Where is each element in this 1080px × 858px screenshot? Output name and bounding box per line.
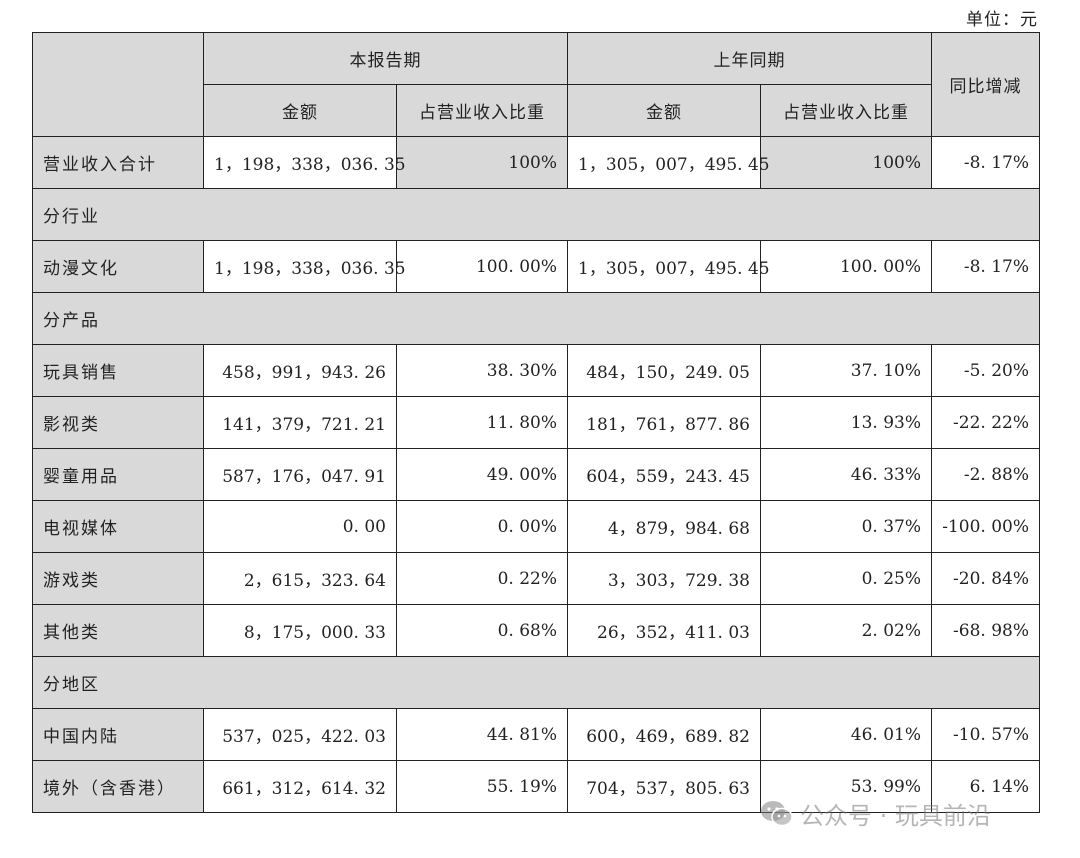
prior-amount-cell: 3，303，729. 38 [567, 552, 761, 605]
table-row: 游戏类 2，615，323. 64 0. 22% 3，303，729. 38 0… [32, 552, 1040, 605]
prior-share-cell: 46. 01% [760, 708, 932, 761]
current-amount-cell: 141，379，721. 21 [203, 396, 397, 449]
prior-amount-cell: 4，879，984. 68 [567, 500, 761, 553]
yoy-change-cell: -20. 84% [931, 552, 1040, 605]
current-share-cell: 0. 22% [396, 552, 568, 605]
yoy-change-cell: -10. 57% [931, 708, 1040, 761]
current-amount-cell: 661，312，614. 32 [203, 760, 397, 813]
row-label: 动漫文化 [32, 240, 204, 293]
table-row: 中国内陆 537，025，422. 03 44. 81% 600，469，689… [32, 708, 1040, 761]
current-amount-cell: 1，198，338，036. 35 [203, 240, 406, 293]
prior-share-cell: 13. 93% [760, 396, 932, 449]
current-amount-cell: 8，175，000. 33 [203, 604, 397, 657]
prior-amount-cell: 181，761，877. 86 [567, 396, 761, 449]
yoy-change-cell: -5. 20% [931, 344, 1040, 397]
current-share-cell: 55. 19% [396, 760, 568, 813]
prior-amount-cell: 484，150，249. 05 [567, 344, 761, 397]
prior-amount-cell: 1，305，007，495. 45 [567, 240, 770, 293]
section-label-region: 分地区 [32, 656, 1040, 709]
prior-amount-cell: 26，352，411. 03 [567, 604, 761, 657]
prior-share-cell: 0. 25% [760, 552, 932, 605]
yoy-change-cell: -2. 88% [931, 448, 1040, 501]
table-row: 玩具销售 458，991，943. 26 38. 30% 484，150，249… [32, 344, 1040, 397]
current-amount-cell: 587，176，047. 91 [203, 448, 397, 501]
prior-share-cell: 0. 37% [760, 500, 932, 553]
header-current-period: 本报告期 [203, 32, 568, 85]
table-row: 动漫文化 1，198，338，036. 35 100. 00% 1，305，00… [32, 240, 1040, 293]
current-share-cell: 38. 30% [396, 344, 568, 397]
table-row: 电视媒体 0. 00 0. 00% 4，879，984. 68 0. 37% -… [32, 500, 1040, 553]
yoy-change-cell: -68. 98% [931, 604, 1040, 657]
yoy-change-cell: -8. 17% [931, 136, 1040, 189]
header-row-1: 本报告期 上年同期 同比增减 [32, 32, 1040, 137]
header-current-amount: 金额 [203, 84, 397, 137]
prior-amount-cell: 704，537，805. 63 [567, 760, 761, 813]
prior-share-cell: 100. 00% [760, 240, 932, 293]
row-label: 境外（含香港） [32, 760, 204, 813]
table-row: 婴童用品 587，176，047. 91 49. 00% 604，559，243… [32, 448, 1040, 501]
current-amount-cell: 1，198，338，036. 35 [203, 136, 406, 189]
current-share-cell: 0. 68% [396, 604, 568, 657]
yoy-change-cell: 6. 14% [931, 760, 1040, 813]
current-amount-cell: 2，615，323. 64 [203, 552, 397, 605]
row-label: 玩具销售 [32, 344, 204, 397]
current-amount-cell: 0. 00 [203, 500, 397, 553]
row-label: 其他类 [32, 604, 204, 657]
row-label: 婴童用品 [32, 448, 204, 501]
header-current-share: 占营业收入比重 [396, 84, 568, 137]
current-share-cell: 44. 81% [396, 708, 568, 761]
section-row-product: 分产品 [32, 292, 1040, 345]
yoy-change-cell: -8. 17% [931, 240, 1040, 293]
prior-amount-cell: 604，559，243. 45 [567, 448, 761, 501]
total-row: 营业收入合计 1，198，338，036. 35 100% 1，305，007，… [32, 136, 1040, 189]
prior-share-cell: 100% [760, 136, 932, 189]
prior-share-cell: 46. 33% [760, 448, 932, 501]
section-row-region: 分地区 [32, 656, 1040, 709]
table-row: 境外（含香港） 661，312，614. 32 55. 19% 704，537，… [32, 760, 1040, 813]
header-blank-cell [32, 32, 204, 137]
header-row-2: 金额 占营业收入比重 金额 占营业收入比重 [33, 84, 1040, 137]
unit-label: 单位：元 [966, 10, 1038, 30]
row-label: 营业收入合计 [32, 136, 204, 189]
row-label: 中国内陆 [32, 708, 204, 761]
yoy-change-cell: -22. 22% [931, 396, 1040, 449]
header-prior-period: 上年同期 [567, 32, 932, 85]
row-label: 影视类 [32, 396, 204, 449]
current-share-cell: 0. 00% [396, 500, 568, 553]
table-row: 其他类 8，175，000. 33 0. 68% 26，352，411. 03 … [32, 604, 1040, 657]
current-amount-cell: 537，025，422. 03 [203, 708, 397, 761]
header-prior-amount: 金额 [567, 84, 761, 137]
prior-share-cell: 53. 99% [760, 760, 932, 813]
prior-amount-cell: 1，305，007，495. 45 [567, 136, 770, 189]
current-share-cell: 100. 00% [396, 240, 568, 293]
table-row: 影视类 141，379，721. 21 11. 80% 181，761，877.… [32, 396, 1040, 449]
row-label: 游戏类 [32, 552, 204, 605]
section-label-industry: 分行业 [32, 188, 1040, 241]
prior-amount-cell: 600，469，689. 82 [567, 708, 761, 761]
yoy-change-cell: -100. 00% [931, 500, 1040, 553]
current-amount-cell: 458，991，943. 26 [203, 344, 397, 397]
row-label: 电视媒体 [32, 500, 204, 553]
section-label-product: 分产品 [32, 292, 1040, 345]
current-share-cell: 100% [396, 136, 568, 189]
header-prior-share: 占营业收入比重 [760, 84, 932, 137]
prior-share-cell: 37. 10% [760, 344, 932, 397]
current-share-cell: 49. 00% [396, 448, 568, 501]
current-share-cell: 11. 80% [396, 396, 568, 449]
section-row-industry: 分行业 [32, 188, 1040, 241]
prior-share-cell: 2. 02% [760, 604, 932, 657]
revenue-table: 本报告期 上年同期 同比增减 金额 占营业收入比重 金额 占营业收入比重 营业收… [32, 32, 1040, 813]
header-yoy-change: 同比增减 [931, 32, 1040, 137]
